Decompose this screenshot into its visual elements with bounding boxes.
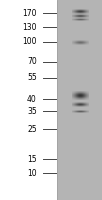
Text: 130: 130 [22,22,37,31]
Text: 10: 10 [27,168,37,178]
Text: 35: 35 [27,106,37,116]
Text: 70: 70 [27,58,37,66]
Text: 40: 40 [27,95,37,104]
Text: 25: 25 [27,124,37,134]
Bar [0,0,57,200]
Bar [57,0,102,200]
Text: 15: 15 [27,154,37,164]
Text: 55: 55 [27,73,37,82]
Text: 100: 100 [22,38,37,46]
Text: 170: 170 [22,8,37,18]
